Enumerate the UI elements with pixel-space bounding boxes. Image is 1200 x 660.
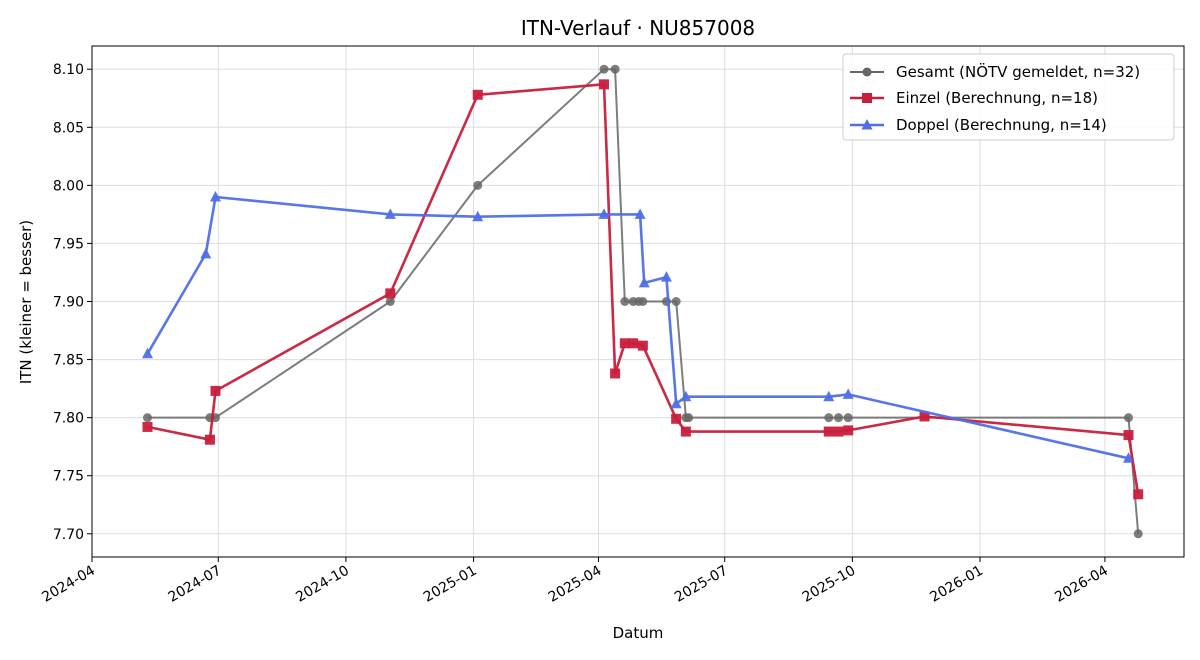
- data-point-gesamt: [620, 297, 630, 306]
- legend-marker-einzel: [862, 93, 872, 103]
- data-point-einzel: [680, 426, 691, 437]
- legend-box: [842, 53, 1175, 141]
- y-tick-label: 7.80: [53, 411, 84, 427]
- data-point-gesamt: [843, 413, 853, 423]
- data-point-einzel: [919, 411, 930, 422]
- y-tick-label: 7.70: [53, 527, 84, 543]
- legend-label-doppel: Doppel (Berechnung, n=14): [896, 116, 1107, 134]
- data-point-doppel: [1122, 452, 1134, 463]
- data-point-einzel: [610, 368, 621, 379]
- y-tick-label: 8.00: [53, 178, 84, 194]
- y-tick-label: 7.90: [53, 295, 84, 311]
- data-point-doppel: [680, 390, 692, 402]
- data-point-einzel: [843, 425, 854, 436]
- data-point-gesamt: [385, 297, 395, 306]
- data-point-doppel: [842, 388, 854, 399]
- series-doppel: [142, 190, 1134, 463]
- y-tick-label: 7.75: [53, 469, 84, 485]
- series-einzel: [142, 79, 1144, 500]
- y-tick-label: 8.10: [53, 62, 84, 78]
- data-point-einzel: [619, 338, 630, 349]
- data-point-doppel: [209, 190, 221, 202]
- data-point-doppel: [823, 390, 835, 402]
- data-point-einzel: [142, 421, 153, 432]
- legend-marker-doppel: [861, 119, 873, 130]
- series-line-doppel: [146, 195, 1129, 460]
- data-point-gesamt: [1123, 413, 1133, 423]
- data-point-doppel: [200, 247, 212, 259]
- series-layer: [142, 64, 1144, 539]
- data-point-einzel: [1123, 430, 1134, 441]
- data-point-einzel: [628, 338, 639, 349]
- x-axis-title: Datum: [613, 624, 664, 642]
- data-point-doppel: [472, 210, 484, 222]
- data-point-gesamt: [599, 64, 609, 74]
- y-tick-label: 7.95: [53, 236, 84, 252]
- data-point-einzel: [385, 288, 396, 299]
- data-point-gesamt: [638, 297, 648, 306]
- data-point-einzel: [671, 413, 682, 424]
- legend: Gesamt (NÖTV gemeldet, n=32) Einzel (Ber…: [842, 53, 1175, 141]
- data-point-gesamt: [684, 413, 694, 423]
- data-point-doppel: [598, 208, 610, 219]
- data-point-einzel: [833, 426, 844, 437]
- data-point-einzel: [472, 89, 483, 100]
- data-point-doppel: [660, 271, 672, 282]
- data-point-gesamt: [671, 297, 681, 306]
- data-point-gesamt: [473, 180, 483, 190]
- data-point-doppel: [142, 347, 154, 359]
- data-point-einzel: [599, 79, 610, 90]
- data-point-einzel: [637, 340, 648, 351]
- y-tick-label: 7.85: [53, 353, 84, 369]
- data-point-gesamt: [1133, 529, 1143, 539]
- data-point-doppel: [384, 208, 396, 219]
- y-tick-label: 8.05: [53, 120, 84, 136]
- data-point-doppel: [670, 397, 682, 409]
- data-point-einzel: [823, 426, 834, 437]
- chart-title: ITN-Verlauf · NU857008: [521, 16, 755, 40]
- data-point-einzel: [210, 385, 221, 396]
- data-point-gesamt: [610, 64, 620, 74]
- data-point-einzel: [1133, 489, 1144, 500]
- data-point-doppel: [634, 208, 646, 219]
- data-point-gesamt: [824, 413, 834, 423]
- data-point-doppel: [638, 276, 650, 288]
- legend-marker-gesamt: [862, 67, 872, 77]
- legend-label-einzel: Einzel (Berechnung, n=18): [896, 89, 1098, 107]
- data-point-gesamt: [834, 413, 844, 423]
- data-point-gesamt: [143, 413, 153, 423]
- legend-label-gesamt: Gesamt (NÖTV gemeldet, n=32): [896, 62, 1140, 81]
- y-axis-title: ITN (kleiner = besser): [17, 220, 35, 384]
- data-point-einzel: [204, 434, 215, 445]
